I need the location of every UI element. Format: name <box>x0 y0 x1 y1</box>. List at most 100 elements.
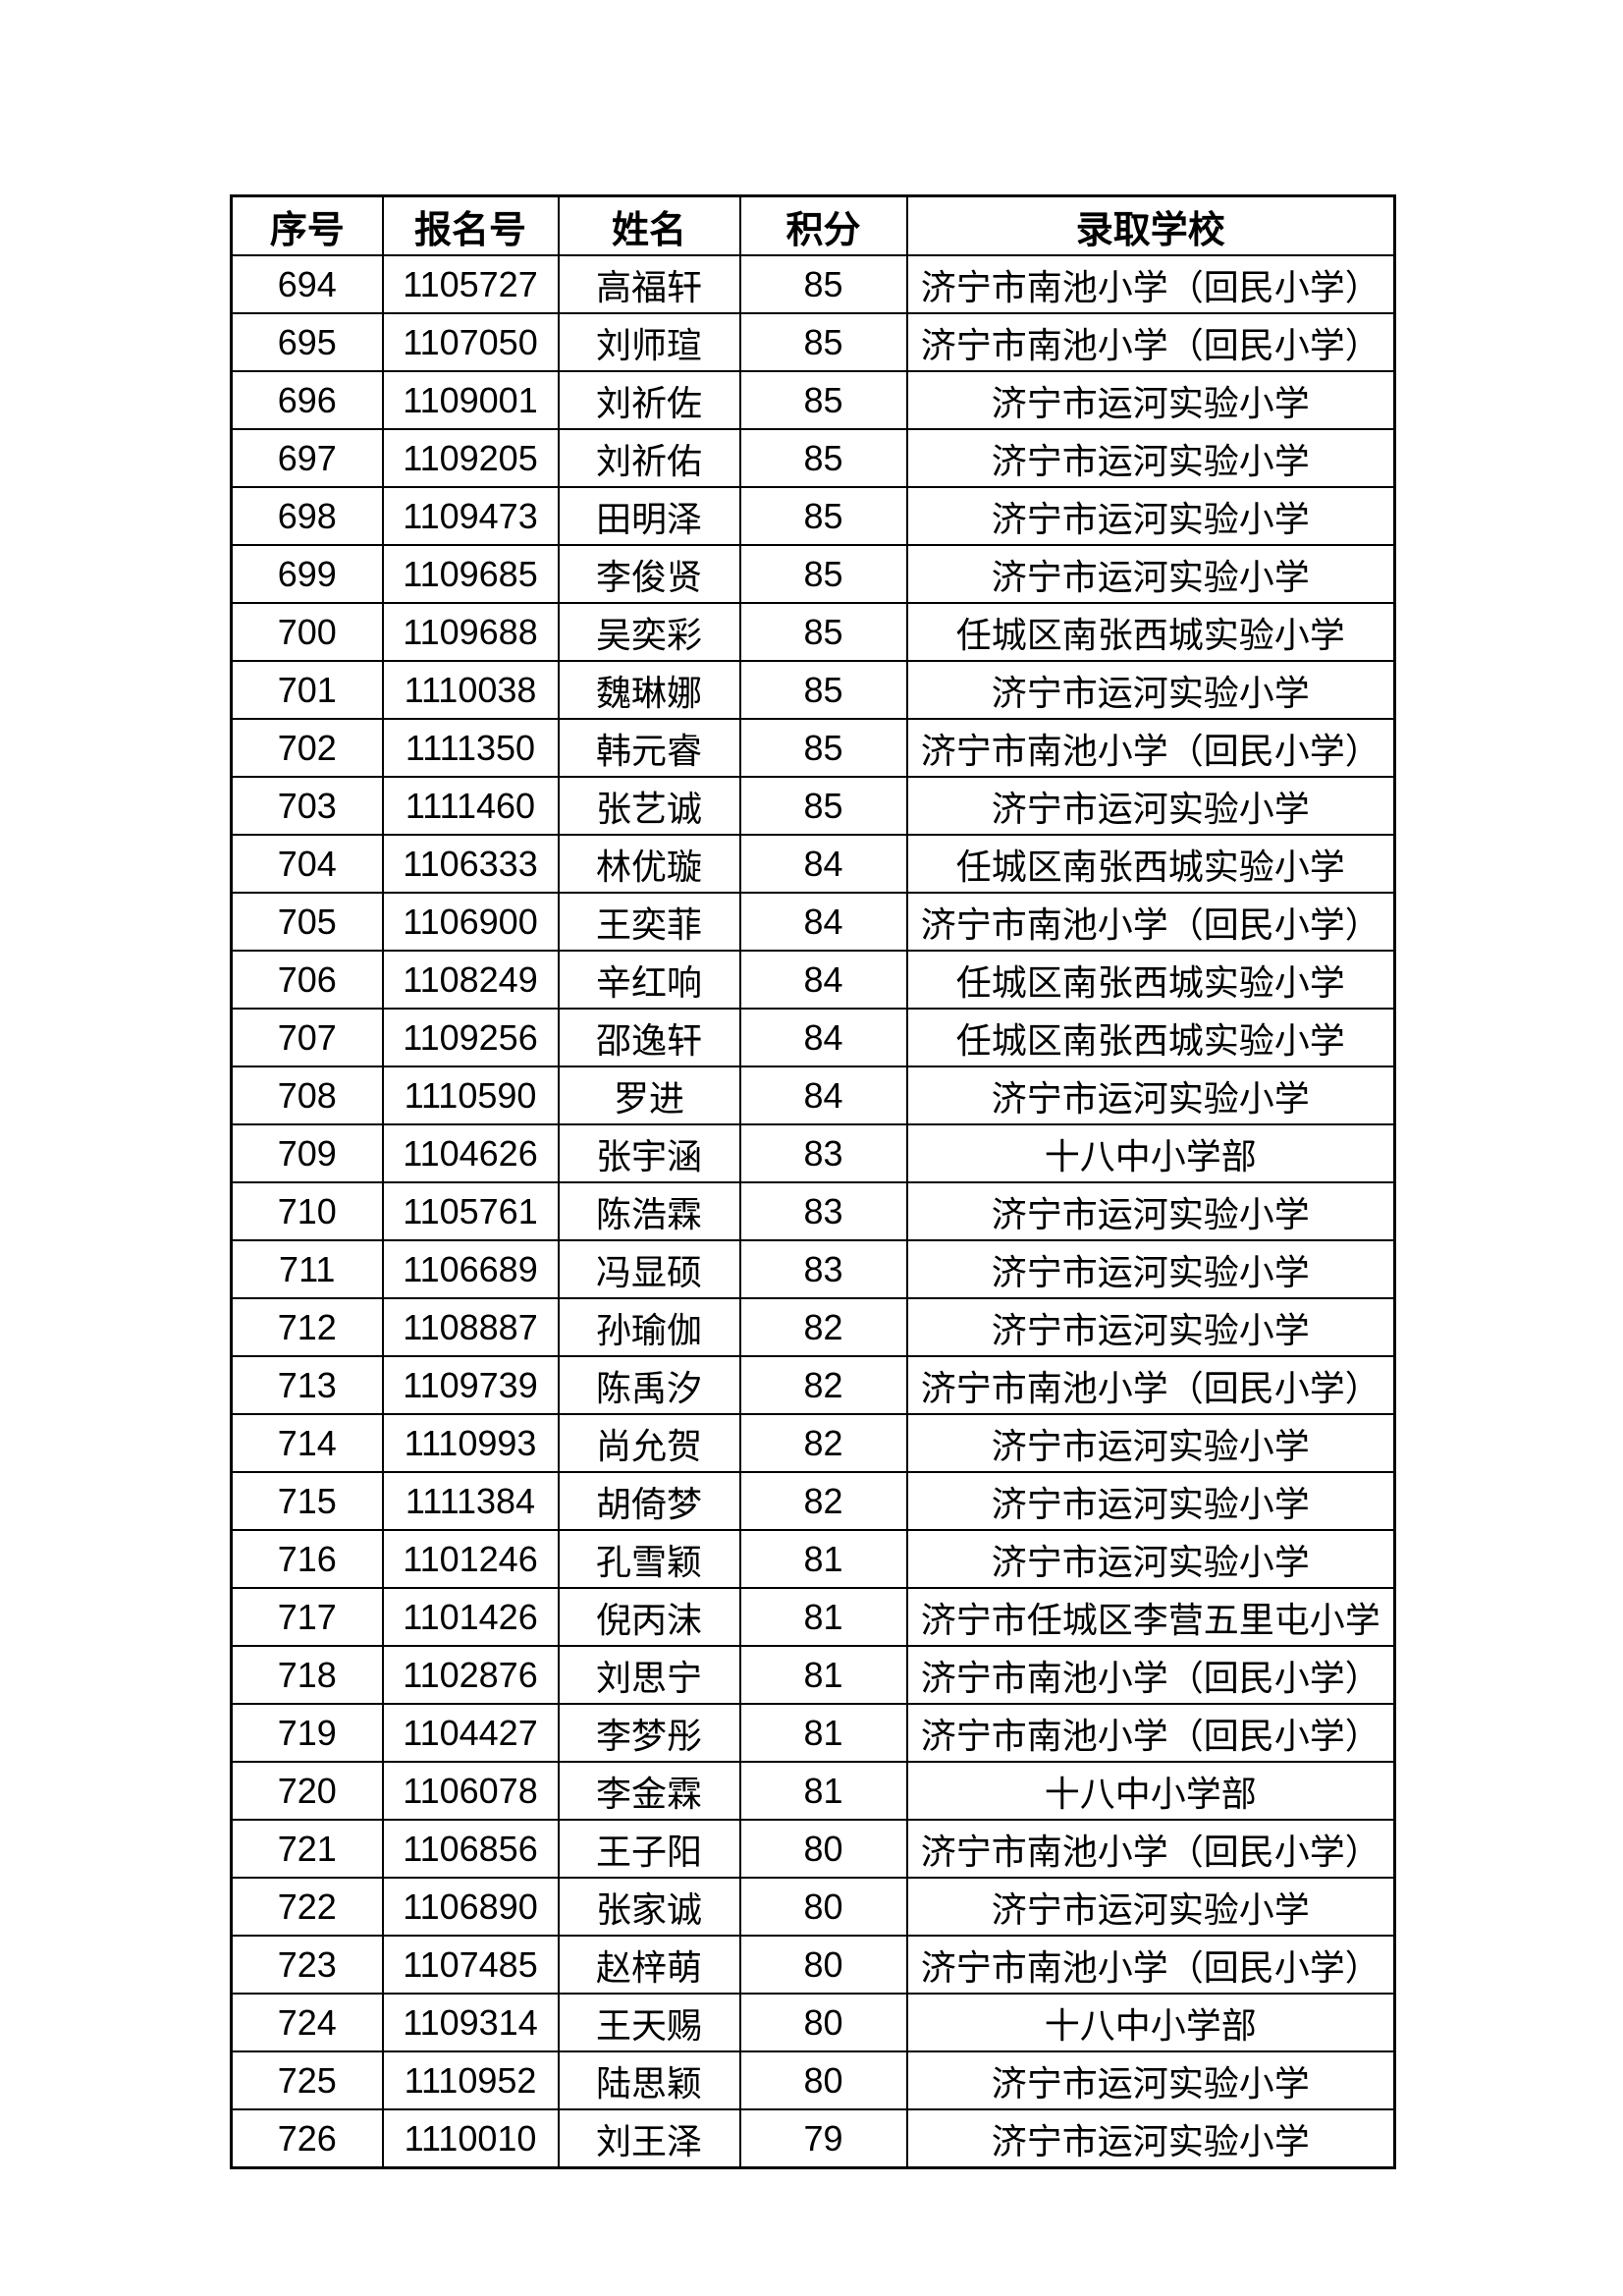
cell-name: 孔雪颖 <box>557 1529 741 1589</box>
admission-table: 序号 报名号 姓名 积分 录取学校 694 1105727 高福轩 85 济宁市… <box>230 194 1396 2169</box>
table-row: 707 1109256 邵逸轩 84 任城区南张西城实验小学 <box>230 1008 1396 1067</box>
cell-reg-no: 1105727 <box>381 254 560 314</box>
cell-name: 陈浩霖 <box>557 1181 741 1241</box>
cell-score: 84 <box>738 1066 908 1125</box>
cell-score: 83 <box>738 1123 908 1183</box>
cell-index: 725 <box>230 2050 384 2110</box>
cell-name: 李金霖 <box>557 1761 741 1821</box>
table-row: 723 1107485 赵梓萌 80 济宁市南池小学（回民小学） <box>230 1935 1396 1995</box>
table-row: 708 1110590 罗进 84 济宁市运河实验小学 <box>230 1066 1396 1125</box>
table-row: 718 1102876 刘思宁 81 济宁市南池小学（回民小学） <box>230 1645 1396 1705</box>
cell-name: 罗进 <box>557 1066 741 1125</box>
cell-reg-no: 1109688 <box>381 602 560 662</box>
cell-index: 718 <box>230 1645 384 1705</box>
cell-reg-no: 1109314 <box>381 1993 560 2052</box>
cell-school: 济宁市南池小学（回民小学） <box>905 254 1396 314</box>
cell-school: 济宁市南池小学（回民小学） <box>905 1819 1396 1879</box>
table-row: 700 1109688 吴奕彩 85 任城区南张西城实验小学 <box>230 602 1396 662</box>
table-row: 701 1110038 魏琳娜 85 济宁市运河实验小学 <box>230 660 1396 720</box>
cell-name: 吴奕彩 <box>557 602 741 662</box>
table-row: 721 1106856 王子阳 80 济宁市南池小学（回民小学） <box>230 1819 1396 1879</box>
table-body: 694 1105727 高福轩 85 济宁市南池小学（回民小学） 695 110… <box>230 254 1396 2169</box>
table-row: 697 1109205 刘祈佑 85 济宁市运河实验小学 <box>230 428 1396 488</box>
table-row: 705 1106900 王奕菲 84 济宁市南池小学（回民小学） <box>230 892 1396 952</box>
cell-score: 85 <box>738 370 908 430</box>
cell-index: 722 <box>230 1877 384 1937</box>
cell-school: 济宁市运河实验小学 <box>905 544 1396 604</box>
cell-index: 709 <box>230 1123 384 1183</box>
table-row: 709 1104626 张宇涵 83 十八中小学部 <box>230 1123 1396 1183</box>
cell-name: 倪丙沫 <box>557 1587 741 1647</box>
cell-reg-no: 1108249 <box>381 950 560 1010</box>
cell-school: 济宁市运河实验小学 <box>905 1066 1396 1125</box>
cell-reg-no: 1107050 <box>381 312 560 372</box>
cell-score: 85 <box>738 544 908 604</box>
cell-school: 十八中小学部 <box>905 1761 1396 1821</box>
cell-score: 80 <box>738 2050 908 2110</box>
cell-name: 王子阳 <box>557 1819 741 1879</box>
cell-reg-no: 1101426 <box>381 1587 560 1647</box>
cell-school: 济宁市南池小学（回民小学） <box>905 312 1396 372</box>
cell-reg-no: 1106900 <box>381 892 560 952</box>
cell-school: 十八中小学部 <box>905 1993 1396 2052</box>
table-row: 719 1104427 李梦彤 81 济宁市南池小学（回民小学） <box>230 1703 1396 1763</box>
cell-name: 刘祈佐 <box>557 370 741 430</box>
cell-name: 冯显硕 <box>557 1239 741 1299</box>
cell-school: 济宁市运河实验小学 <box>905 1181 1396 1241</box>
cell-school: 十八中小学部 <box>905 1123 1396 1183</box>
cell-index: 696 <box>230 370 384 430</box>
table-row: 716 1101246 孔雪颖 81 济宁市运河实验小学 <box>230 1529 1396 1589</box>
cell-reg-no: 1111460 <box>381 776 560 836</box>
cell-index: 701 <box>230 660 384 720</box>
cell-reg-no: 1107485 <box>381 1935 560 1995</box>
table-row: 726 1110010 刘王泽 79 济宁市运河实验小学 <box>230 2108 1396 2169</box>
cell-name: 刘思宁 <box>557 1645 741 1705</box>
cell-reg-no: 1101246 <box>381 1529 560 1589</box>
cell-reg-no: 1106890 <box>381 1877 560 1937</box>
cell-index: 708 <box>230 1066 384 1125</box>
table-row: 713 1109739 陈禹汐 82 济宁市南池小学（回民小学） <box>230 1355 1396 1415</box>
cell-index: 726 <box>230 2108 384 2169</box>
col-header-name: 姓名 <box>557 194 741 256</box>
cell-index: 715 <box>230 1471 384 1531</box>
cell-score: 82 <box>738 1355 908 1415</box>
cell-score: 79 <box>738 2108 908 2169</box>
table-row: 712 1108887 孙瑜伽 82 济宁市运河实验小学 <box>230 1297 1396 1357</box>
cell-school: 济宁市运河实验小学 <box>905 1877 1396 1937</box>
cell-name: 高福轩 <box>557 254 741 314</box>
cell-score: 80 <box>738 1935 908 1995</box>
table-row: 696 1109001 刘祈佐 85 济宁市运河实验小学 <box>230 370 1396 430</box>
table-row: 724 1109314 王天赐 80 十八中小学部 <box>230 1993 1396 2052</box>
table-row: 695 1107050 刘师瑄 85 济宁市南池小学（回民小学） <box>230 312 1396 372</box>
cell-index: 706 <box>230 950 384 1010</box>
cell-score: 81 <box>738 1703 908 1763</box>
cell-index: 710 <box>230 1181 384 1241</box>
cell-name: 邵逸轩 <box>557 1008 741 1067</box>
cell-school: 济宁市南池小学（回民小学） <box>905 718 1396 778</box>
cell-index: 720 <box>230 1761 384 1821</box>
cell-score: 82 <box>738 1413 908 1473</box>
table-row: 717 1101426 倪丙沫 81 济宁市任城区李营五里屯小学 <box>230 1587 1396 1647</box>
cell-school: 济宁市运河实验小学 <box>905 2108 1396 2169</box>
table-row: 704 1106333 林优璇 84 任城区南张西城实验小学 <box>230 834 1396 894</box>
cell-score: 84 <box>738 1008 908 1067</box>
cell-index: 703 <box>230 776 384 836</box>
cell-index: 697 <box>230 428 384 488</box>
cell-name: 田明泽 <box>557 486 741 546</box>
cell-name: 林优璇 <box>557 834 741 894</box>
cell-school: 济宁市运河实验小学 <box>905 776 1396 836</box>
table-row: 725 1110952 陆思颖 80 济宁市运河实验小学 <box>230 2050 1396 2110</box>
cell-name: 刘师瑄 <box>557 312 741 372</box>
cell-score: 81 <box>738 1529 908 1589</box>
cell-name: 韩元睿 <box>557 718 741 778</box>
cell-score: 85 <box>738 660 908 720</box>
cell-reg-no: 1110010 <box>381 2108 560 2169</box>
table-row: 715 1111384 胡倚梦 82 济宁市运河实验小学 <box>230 1471 1396 1531</box>
cell-name: 胡倚梦 <box>557 1471 741 1531</box>
cell-name: 李俊贤 <box>557 544 741 604</box>
cell-score: 83 <box>738 1239 908 1299</box>
cell-reg-no: 1105761 <box>381 1181 560 1241</box>
cell-index: 695 <box>230 312 384 372</box>
cell-school: 任城区南张西城实验小学 <box>905 602 1396 662</box>
